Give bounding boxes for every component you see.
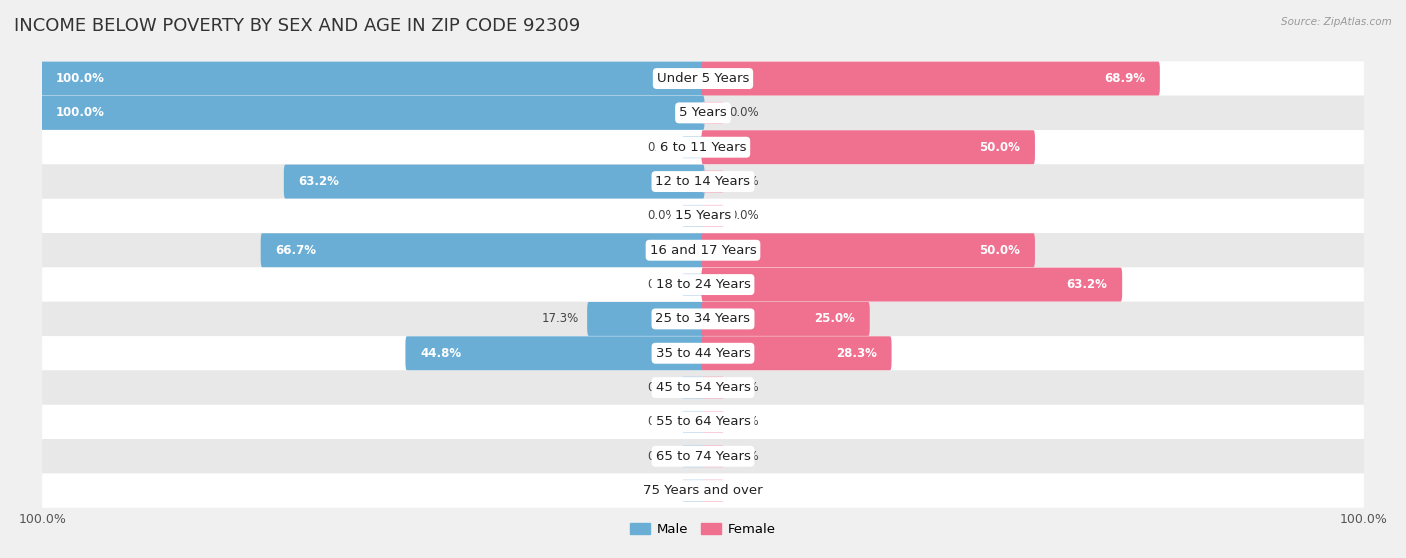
Text: 0.0%: 0.0%: [647, 141, 676, 153]
Text: 0.0%: 0.0%: [647, 450, 676, 463]
FancyBboxPatch shape: [702, 233, 1035, 267]
FancyBboxPatch shape: [405, 336, 704, 370]
Text: 63.2%: 63.2%: [1067, 278, 1108, 291]
FancyBboxPatch shape: [683, 377, 703, 398]
FancyBboxPatch shape: [42, 371, 1364, 405]
Text: 17.3%: 17.3%: [541, 312, 579, 325]
Text: 0.0%: 0.0%: [647, 416, 676, 429]
FancyBboxPatch shape: [703, 171, 723, 193]
Text: 68.9%: 68.9%: [1104, 72, 1144, 85]
FancyBboxPatch shape: [702, 61, 1160, 95]
Text: 66.7%: 66.7%: [276, 244, 316, 257]
Text: 6 to 11 Years: 6 to 11 Years: [659, 141, 747, 153]
FancyBboxPatch shape: [702, 336, 891, 370]
FancyBboxPatch shape: [42, 165, 1364, 199]
Legend: Male, Female: Male, Female: [626, 518, 780, 541]
FancyBboxPatch shape: [42, 302, 1364, 336]
FancyBboxPatch shape: [703, 377, 723, 398]
FancyBboxPatch shape: [42, 439, 1364, 473]
Text: 0.0%: 0.0%: [730, 107, 759, 119]
Text: 65 to 74 Years: 65 to 74 Years: [655, 450, 751, 463]
Text: 16 and 17 Years: 16 and 17 Years: [650, 244, 756, 257]
FancyBboxPatch shape: [42, 130, 1364, 165]
Text: 100.0%: 100.0%: [55, 72, 104, 85]
FancyBboxPatch shape: [683, 445, 703, 467]
Text: 50.0%: 50.0%: [980, 244, 1021, 257]
FancyBboxPatch shape: [42, 233, 1364, 267]
Text: 5 Years: 5 Years: [679, 107, 727, 119]
Text: 0.0%: 0.0%: [730, 416, 759, 429]
Text: Source: ZipAtlas.com: Source: ZipAtlas.com: [1281, 17, 1392, 27]
Text: 44.8%: 44.8%: [420, 347, 461, 360]
Text: 0.0%: 0.0%: [730, 381, 759, 394]
Text: 45 to 54 Years: 45 to 54 Years: [655, 381, 751, 394]
FancyBboxPatch shape: [683, 136, 703, 158]
FancyBboxPatch shape: [683, 411, 703, 433]
Text: 63.2%: 63.2%: [298, 175, 339, 188]
Text: INCOME BELOW POVERTY BY SEX AND AGE IN ZIP CODE 92309: INCOME BELOW POVERTY BY SEX AND AGE IN Z…: [14, 17, 581, 35]
Text: 35 to 44 Years: 35 to 44 Years: [655, 347, 751, 360]
FancyBboxPatch shape: [42, 61, 1364, 96]
FancyBboxPatch shape: [703, 102, 723, 124]
Text: 0.0%: 0.0%: [647, 381, 676, 394]
FancyBboxPatch shape: [588, 302, 704, 336]
FancyBboxPatch shape: [260, 233, 704, 267]
FancyBboxPatch shape: [703, 480, 723, 502]
Text: 12 to 14 Years: 12 to 14 Years: [655, 175, 751, 188]
FancyBboxPatch shape: [41, 61, 704, 95]
Text: 0.0%: 0.0%: [730, 175, 759, 188]
Text: 15 Years: 15 Years: [675, 209, 731, 223]
FancyBboxPatch shape: [703, 445, 723, 467]
Text: 25.0%: 25.0%: [814, 312, 855, 325]
FancyBboxPatch shape: [683, 273, 703, 296]
Text: 28.3%: 28.3%: [837, 347, 877, 360]
FancyBboxPatch shape: [42, 405, 1364, 439]
FancyBboxPatch shape: [42, 336, 1364, 371]
FancyBboxPatch shape: [702, 130, 1035, 164]
Text: 0.0%: 0.0%: [730, 209, 759, 223]
Text: 0.0%: 0.0%: [647, 209, 676, 223]
Text: 25 to 34 Years: 25 to 34 Years: [655, 312, 751, 325]
FancyBboxPatch shape: [703, 411, 723, 433]
Text: 100.0%: 100.0%: [55, 107, 104, 119]
Text: 0.0%: 0.0%: [730, 450, 759, 463]
FancyBboxPatch shape: [42, 473, 1364, 508]
FancyBboxPatch shape: [41, 96, 704, 130]
Text: 50.0%: 50.0%: [980, 141, 1021, 153]
FancyBboxPatch shape: [42, 199, 1364, 233]
FancyBboxPatch shape: [703, 205, 723, 227]
Text: 0.0%: 0.0%: [647, 278, 676, 291]
Text: 55 to 64 Years: 55 to 64 Years: [655, 416, 751, 429]
Text: Under 5 Years: Under 5 Years: [657, 72, 749, 85]
FancyBboxPatch shape: [284, 165, 704, 199]
Text: 0.0%: 0.0%: [647, 484, 676, 497]
Text: 0.0%: 0.0%: [730, 484, 759, 497]
FancyBboxPatch shape: [42, 267, 1364, 302]
FancyBboxPatch shape: [702, 302, 870, 336]
FancyBboxPatch shape: [683, 480, 703, 502]
FancyBboxPatch shape: [42, 96, 1364, 130]
Text: 18 to 24 Years: 18 to 24 Years: [655, 278, 751, 291]
Text: 75 Years and over: 75 Years and over: [643, 484, 763, 497]
FancyBboxPatch shape: [702, 268, 1122, 301]
FancyBboxPatch shape: [683, 205, 703, 227]
